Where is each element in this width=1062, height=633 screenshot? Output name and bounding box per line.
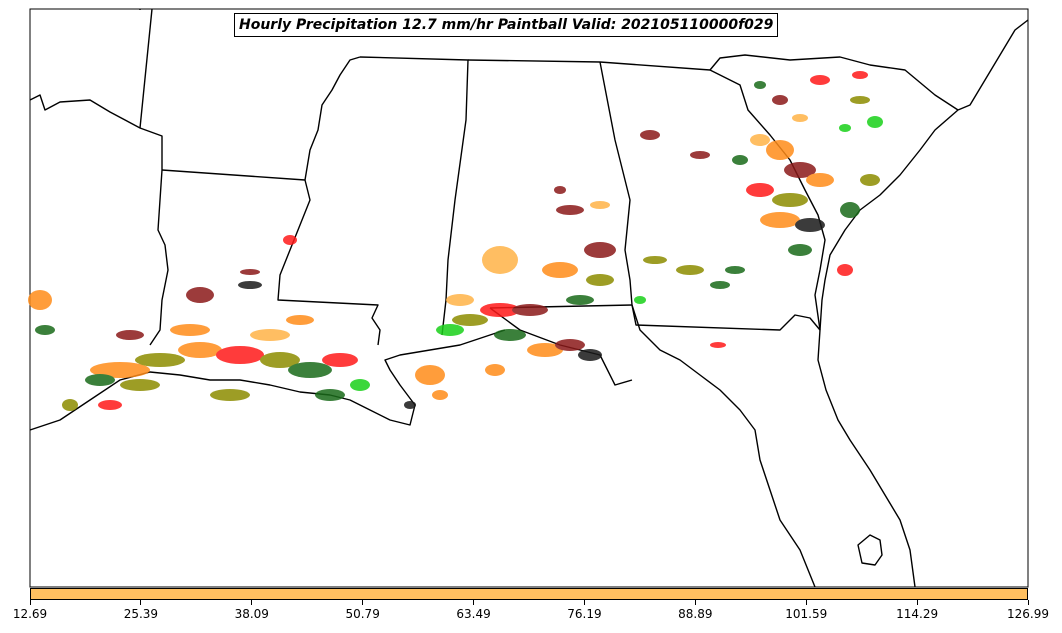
colorbar-tick [251, 600, 253, 605]
colorbar-tick [1027, 600, 1029, 605]
colorbar-tick-label: 25.39 [123, 607, 159, 621]
colorbar-tick [29, 600, 31, 605]
colorbar-tick-label: 76.19 [567, 607, 602, 621]
coast-sc-ga [817, 109, 959, 588]
map-title: Hourly Precipitation 12.7 mm/hr Paintbal… [234, 13, 779, 37]
lake-okeechobee [857, 534, 883, 566]
colorbar-tick [362, 600, 364, 605]
colorbar-tick-label: 101.59 [785, 607, 828, 621]
boundary-ga-sc [709, 69, 826, 331]
colorbar-tick [916, 600, 918, 605]
colorbar-tick-label: 126.99 [1007, 607, 1049, 621]
boundary-ar-la [161, 169, 306, 181]
colorbar-tick [694, 600, 696, 605]
coast-fl-gulf [631, 304, 816, 588]
coast-fl-panhandle [489, 307, 633, 386]
colorbar-tick-label: 114.29 [896, 607, 939, 621]
colorbar-tick-label: 12.69 [12, 607, 48, 621]
colorbar-tick-label: 88.89 [678, 607, 713, 621]
boundary-tn-ms [467, 59, 601, 63]
precip-blobs [28, 71, 883, 411]
coast-atlantic [957, 19, 1029, 111]
blobs-central-gulf [404, 186, 704, 409]
colorbar-tick-label: 63.49 [456, 607, 491, 621]
colorbar [30, 588, 1028, 600]
colorbar-tick [583, 600, 585, 605]
boundary-tn-ga [599, 61, 711, 71]
boundary-la-tx [149, 169, 169, 346]
map-frame [29, 8, 1029, 588]
colorbar-tick [140, 600, 142, 605]
colorbar-tick [473, 600, 475, 605]
boundary-ar-ms [304, 56, 361, 181]
boundary-nc-sc [709, 54, 959, 111]
boundary-tx-ok [29, 94, 163, 170]
boundary-ok-ar [139, 8, 153, 129]
blobs-west-gulf [28, 235, 370, 411]
colorbar-tick [805, 600, 807, 605]
boundary-la-ms [277, 179, 381, 346]
colorbar-tick-label: 38.09 [234, 607, 269, 621]
blobs-georgia-carolina [640, 71, 883, 348]
colorbar-tick-label: 50.79 [345, 607, 380, 621]
